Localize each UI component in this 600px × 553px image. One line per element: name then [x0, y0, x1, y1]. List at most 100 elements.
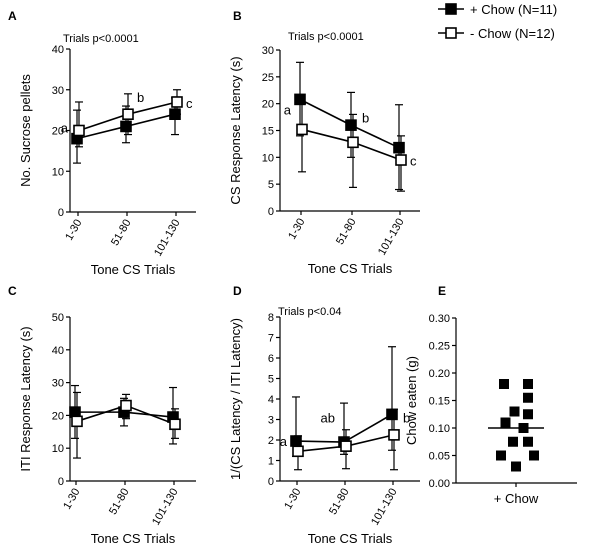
- series-minus-chow: [296, 103, 407, 192]
- x-tick-label: 1-30: [286, 217, 307, 242]
- panel-label: C: [8, 284, 17, 298]
- significance-letter: c: [186, 96, 193, 111]
- data-point: [169, 418, 181, 431]
- data-point: [388, 429, 400, 441]
- x-axis-label: Tone CS Trials: [91, 262, 176, 277]
- x-tick-label: 1-30: [282, 487, 303, 512]
- x-tick-label: 51-80: [327, 487, 351, 517]
- data-point: [120, 399, 132, 412]
- significance-letter: b: [362, 110, 369, 125]
- panel-label: D: [233, 284, 242, 298]
- x-axis-label: Tone CS Trials: [308, 261, 393, 276]
- x-tick-label: 101-130: [369, 487, 400, 528]
- y-tick-label: 0.20: [429, 368, 450, 380]
- data-point: [509, 406, 520, 417]
- legend-item-2: - Chow (N=12): [438, 26, 555, 41]
- panel-label: B: [233, 9, 242, 23]
- panel-e: E 0.00 0.05 0.10 0.15 0.20 0.25 0.30 Chow eaten …: [404, 284, 577, 506]
- data-point: [508, 436, 518, 447]
- significance-letter: a: [284, 102, 292, 117]
- data-point: [171, 96, 183, 108]
- y-tick-label: 4: [268, 394, 274, 406]
- significance-letter: c: [410, 153, 417, 168]
- x-tick-label: 51-80: [109, 218, 133, 248]
- data-point: [122, 108, 134, 120]
- y-tick-label: 30: [52, 85, 64, 97]
- data-point: [500, 417, 511, 428]
- data-point: [296, 123, 308, 136]
- y-tick-label: 5: [268, 374, 274, 386]
- data-point: [523, 379, 533, 389]
- y-tick-label: 10: [262, 152, 274, 164]
- y-tick-label: 20: [262, 99, 274, 111]
- y-tick-label: 0.25: [429, 341, 450, 353]
- x-tick-label: 101-130: [150, 487, 181, 528]
- data-point: [290, 435, 302, 447]
- y-tick-label: 0: [58, 476, 64, 488]
- x-tick-label: 1-30: [63, 218, 84, 243]
- series-minus-chow: [292, 408, 400, 471]
- y-tick-label: 40: [52, 345, 64, 357]
- y-tick-label: 15: [262, 126, 274, 138]
- y-tick-label: 0.15: [429, 396, 450, 408]
- x-tick-label: 51-80: [334, 217, 358, 247]
- data-point: [347, 136, 359, 149]
- x-tick-label: 51-80: [107, 487, 131, 517]
- data-point: [386, 408, 398, 421]
- x-tick-label: 101-130: [376, 217, 407, 258]
- y-tick-label: 0.05: [429, 451, 450, 463]
- data-point: [120, 120, 132, 133]
- y-tick-label: 7: [268, 333, 274, 345]
- stats-annotation: Trials p<0.04: [278, 306, 342, 318]
- legend: + Chow (N=11) - Chow (N=12): [438, 2, 557, 41]
- y-tick-label: 30: [52, 378, 64, 390]
- x-tick-label: 101-130: [152, 218, 183, 259]
- y-tick-label: 10: [52, 443, 64, 455]
- data-point: [340, 440, 352, 452]
- legend-item-1: + Chow (N=11): [438, 2, 557, 17]
- legend-label: + Chow (N=11): [470, 2, 557, 17]
- y-axis-label: Chow eaten (g): [404, 356, 419, 445]
- significance-letter: a: [280, 434, 288, 449]
- data-point: [496, 450, 506, 461]
- data-point: [294, 93, 306, 106]
- y-tick-label: 0: [268, 206, 274, 218]
- panel-b: B Trials p<0.0001 0 5 10 15 20 25 30 CS Response …: [228, 9, 420, 276]
- x-tick-label: + Chow: [494, 491, 539, 506]
- legend-label: - Chow (N=12): [470, 26, 555, 41]
- y-tick-label: 50: [52, 312, 64, 324]
- y-tick-label: 25: [262, 72, 274, 84]
- y-tick-label: 20: [52, 410, 64, 422]
- y-tick-label: 2: [268, 435, 274, 447]
- stats-annotation: Trials p<0.0001: [288, 31, 364, 43]
- data-point: [71, 415, 83, 428]
- significance-letter: b: [403, 411, 410, 426]
- y-axis-label: CS Response Latency (s): [228, 56, 243, 204]
- y-tick-label: 3: [268, 415, 274, 427]
- legend-marker-open: [445, 27, 457, 39]
- series-minus-chow: [71, 391, 181, 459]
- data-point: [292, 445, 304, 458]
- series-plus-chow: [290, 346, 398, 457]
- y-tick-label: 30: [262, 45, 274, 57]
- data-point: [523, 409, 533, 420]
- y-tick-label: 20: [52, 126, 64, 138]
- y-tick-label: 10: [52, 166, 64, 178]
- series-minus-chow: [73, 89, 183, 148]
- data-point: [395, 154, 407, 166]
- x-tick-label: 1-30: [61, 487, 82, 512]
- data-point: [393, 141, 405, 154]
- y-axis-label: No. Sucrose pellets: [18, 74, 33, 187]
- significance-letter: ab: [321, 411, 335, 426]
- panel-label: A: [8, 9, 17, 23]
- y-tick-label: 0: [58, 207, 64, 219]
- y-tick-label: 0: [268, 476, 274, 488]
- data-point: [73, 124, 85, 137]
- data-point: [529, 450, 539, 461]
- panel-c: C 0 10 20 30 40 50 ITI Response Latency (s) 1-30…: [8, 284, 196, 546]
- data-point: [523, 436, 533, 447]
- stats-annotation: Trials p<0.0001: [63, 33, 139, 45]
- data-point: [345, 119, 357, 131]
